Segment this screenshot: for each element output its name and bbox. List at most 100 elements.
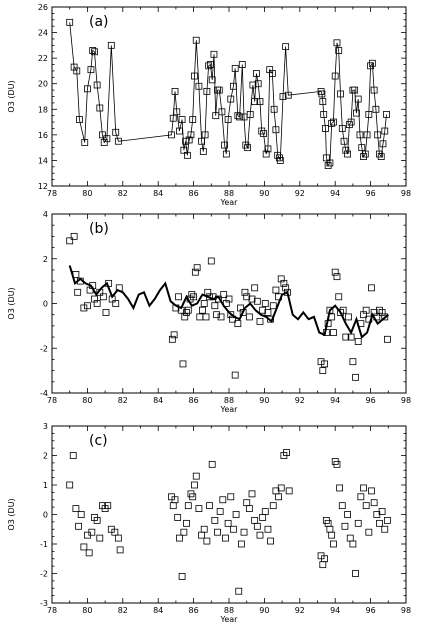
data-point-square	[93, 300, 101, 307]
data-point-square	[93, 81, 101, 89]
data-point-square	[195, 505, 203, 513]
panel-c: 78 80 82 84 86 88 90 92 94 96 98 -3 -2 -1 0 1 2 3 Year O3 (…	[7, 422, 411, 624]
y-tick-label: 12	[38, 182, 48, 191]
data-point-square	[215, 86, 223, 94]
data-point-square	[207, 61, 214, 68]
data-point-square	[232, 511, 240, 518]
panel-b: 78 80 82 84 86 88 90 92 94 96 98 -4 -2 0 2 4 Year O3 (DU)…	[7, 210, 411, 414]
data-point-square	[99, 131, 106, 139]
data-point-square	[66, 237, 74, 245]
y-tick-label: 24	[38, 29, 48, 38]
data-point-square	[335, 293, 343, 301]
data-point-square	[214, 528, 221, 536]
data-point-square	[89, 47, 97, 54]
data-point-square	[193, 264, 201, 272]
data-point-square	[326, 525, 334, 533]
data-point-square	[203, 537, 211, 545]
x-tick-label: 88	[224, 189, 234, 198]
data-point-square	[319, 561, 327, 569]
data-point-square	[333, 273, 341, 281]
data-point-square	[276, 154, 283, 162]
data-point-square	[180, 146, 188, 154]
data-point-square	[205, 62, 213, 70]
data-point-square	[200, 300, 208, 307]
data-point-square	[179, 360, 187, 368]
data-point-square	[235, 587, 243, 595]
data-point-square	[227, 95, 235, 103]
data-point-square	[211, 302, 219, 310]
data-point-square	[253, 522, 261, 530]
data-point-square	[370, 499, 378, 507]
data-point-square	[195, 82, 203, 90]
data-point-square	[230, 82, 237, 90]
data-point-square	[346, 534, 354, 542]
data-point-square	[176, 127, 183, 135]
data-point-square	[84, 302, 91, 310]
data-point-square	[338, 125, 346, 132]
data-point-square	[378, 508, 386, 515]
data-point-square	[217, 313, 225, 321]
data-point-square	[365, 111, 373, 118]
data-point-square	[269, 302, 277, 310]
y-tick-label: 2	[43, 255, 48, 264]
panel-a: 78 80 82 84 86 88 90 92 94 96 98 12 14 16 18 20 22 24 26 Ye…	[7, 3, 411, 207]
data-point-square	[328, 531, 336, 539]
data-point-square	[219, 496, 227, 504]
y-tick-label: 22	[38, 54, 48, 63]
y-tick-label: -3	[40, 599, 48, 608]
data-point-square	[379, 140, 387, 148]
data-point-square	[231, 371, 239, 379]
data-point-square	[259, 306, 267, 314]
x-tick-label: 86	[189, 606, 199, 615]
data-point-square	[178, 116, 186, 123]
smoothed-series-line	[68, 265, 389, 339]
x-tick-label: 82	[118, 606, 128, 615]
x-tick-label: 98	[401, 396, 411, 405]
data-point-square	[251, 284, 259, 292]
data-point-square	[363, 131, 371, 139]
data-point-square	[246, 111, 254, 118]
data-point-square	[81, 139, 89, 146]
data-point-square	[372, 105, 380, 113]
x-tick-label: 84	[153, 396, 163, 405]
data-point-square	[383, 111, 390, 118]
data-point-square	[275, 493, 282, 501]
data-point-square	[322, 154, 330, 162]
data-point-square	[249, 81, 257, 89]
y-tick-label: 16	[38, 131, 48, 140]
data-point-square	[276, 157, 284, 164]
data-point-square	[183, 519, 190, 527]
data-point-square	[102, 309, 110, 316]
x-tick-label: 78	[47, 396, 57, 405]
y-tick-label: 0	[43, 511, 48, 520]
data-point-square	[192, 36, 200, 44]
data-point-square	[360, 153, 367, 160]
x-tick-label: 84	[153, 606, 163, 615]
y-axis-label: O3 (DU)	[7, 498, 16, 530]
data-point-square	[351, 86, 359, 94]
data-point-square	[185, 136, 193, 144]
x-tick-label: 78	[47, 606, 57, 615]
x-tick-label: 92	[295, 606, 305, 615]
data-point-square	[341, 522, 349, 530]
series-line	[69, 22, 387, 167]
data-point-square	[116, 546, 124, 554]
data-point-square	[76, 116, 83, 123]
x-tick-label: 80	[82, 606, 92, 615]
data-point-square	[190, 293, 198, 301]
data-point-square	[114, 534, 122, 542]
x-tick-label: 86	[189, 396, 199, 405]
data-point-square	[352, 373, 359, 381]
data-point-square	[319, 367, 327, 375]
data-point-square	[173, 108, 181, 116]
data-point-square	[284, 91, 292, 99]
data-point-square	[261, 300, 269, 307]
data-point-square	[335, 47, 343, 54]
data-point-square	[365, 528, 373, 536]
data-point-square	[225, 295, 233, 303]
data-point-square	[370, 86, 378, 94]
data-point-square	[210, 50, 218, 58]
data-point-square	[279, 93, 287, 100]
data-point-square	[256, 98, 264, 106]
